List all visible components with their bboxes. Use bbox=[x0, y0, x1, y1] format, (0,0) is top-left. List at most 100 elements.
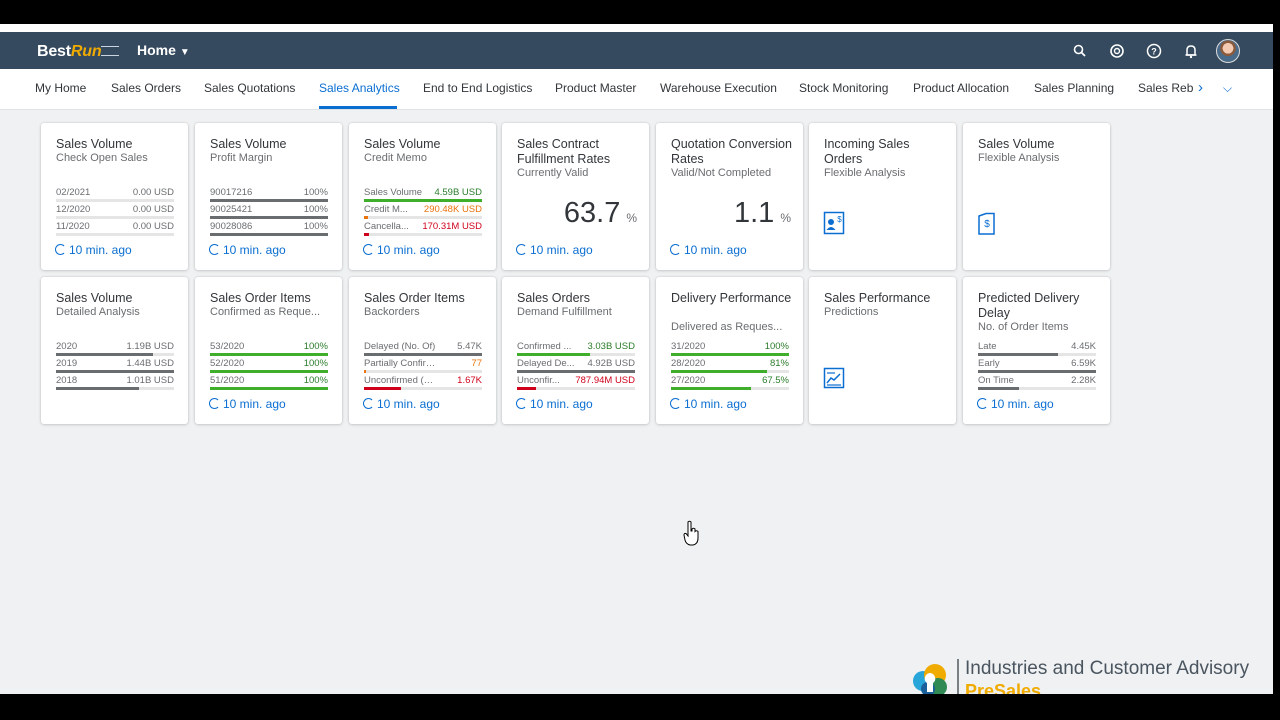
comparison-row: Late 4.45K bbox=[978, 341, 1096, 358]
row-bar-fill bbox=[364, 199, 482, 202]
brand-divider bbox=[957, 659, 959, 694]
tile-sales-orders-demand-fulfillment[interactable]: Sales Orders Demand Fulfillment Confirmed … bbox=[502, 277, 649, 424]
row-label: Unconfirmed (No... bbox=[364, 375, 436, 386]
row-value: 787.94M USD bbox=[575, 375, 635, 386]
refresh-icon bbox=[363, 244, 374, 255]
tile-sales-order-items-backorders[interactable]: Sales Order Items Backorders Delayed (No. … bbox=[349, 277, 496, 424]
bell-icon[interactable] bbox=[1181, 41, 1201, 61]
row-label: Partially Confirme... bbox=[364, 358, 436, 369]
row-label: 53/2020 bbox=[210, 341, 245, 352]
search-icon[interactable] bbox=[1070, 41, 1090, 61]
refresh-icon bbox=[363, 398, 374, 409]
comparison-row: Credit M... 290.48K USD bbox=[364, 204, 482, 221]
row-value: 1.19B USD bbox=[126, 341, 174, 352]
row-value: 100% bbox=[303, 187, 328, 198]
tab-warehouse-execution[interactable]: Warehouse Execution bbox=[660, 81, 777, 95]
tab-sales-analytics[interactable]: Sales Analytics bbox=[319, 81, 400, 95]
comparison-row: Cancella... 170.31M USD bbox=[364, 221, 482, 238]
row-bar-track bbox=[517, 387, 635, 390]
row-value: 290.48K USD bbox=[423, 204, 482, 215]
tile-sales-volume-check-open-sales[interactable]: Sales Volume Check Open Sales 02/2021 0.00 … bbox=[41, 123, 188, 270]
comparison-row: 90028086 100% bbox=[210, 221, 328, 238]
tile-sales-volume-detailed-analysis[interactable]: Sales Volume Detailed Analysis 2020 1.19B U… bbox=[41, 277, 188, 424]
active-tab-indicator bbox=[319, 106, 397, 109]
comparison-row: Partially Confirme... 77 bbox=[364, 358, 482, 375]
refresh-icon bbox=[516, 244, 527, 255]
tile-title: Sales Order Items bbox=[210, 291, 311, 305]
tab-product-master[interactable]: Product Master bbox=[555, 81, 637, 95]
logo-text-best: Best bbox=[37, 43, 71, 60]
tile-incoming-sales-orders-flexible-analysis[interactable]: Incoming Sales Orders Flexible Analysis $ bbox=[809, 123, 956, 270]
row-value: 3.03B USD bbox=[587, 341, 635, 352]
tile-subtitle: Demand Fulfillment bbox=[517, 306, 612, 318]
tab-sales-rebates[interactable]: Sales Reb bbox=[1138, 81, 1194, 95]
tab-end-to-end-logistics[interactable]: End to End Logistics bbox=[423, 81, 533, 95]
comparison-row: 2020 1.19B USD bbox=[56, 341, 174, 358]
row-label: 2019 bbox=[56, 358, 78, 369]
row-label: 90028086 bbox=[210, 221, 253, 232]
tile-sales-order-items-confirmed-as-reque[interactable]: Sales Order Items Confirmed as Reque... 53… bbox=[195, 277, 342, 424]
tab-stock-monitoring[interactable]: Stock Monitoring bbox=[799, 81, 889, 95]
tile-subtitle: Check Open Sales bbox=[56, 152, 148, 164]
comparison-row: 90017216 100% bbox=[210, 187, 328, 204]
row-bar-fill bbox=[364, 353, 482, 356]
tab-scroll-right-icon[interactable]: › bbox=[1198, 79, 1203, 96]
tab-sales-quotations[interactable]: Sales Quotations bbox=[204, 81, 296, 95]
row-value: 1.44B USD bbox=[126, 358, 174, 369]
tile-predicted-delivery-delay-no-of-order-items[interactable]: Predicted Delivery Delay No. of Order Ite… bbox=[963, 277, 1110, 424]
tile-subtitle: Flexible Analysis bbox=[978, 152, 1060, 164]
copilot-icon[interactable] bbox=[1107, 41, 1127, 61]
tile-sales-volume-flexible-analysis[interactable]: Sales Volume Flexible Analysis $ bbox=[963, 123, 1110, 270]
row-label: On Time bbox=[978, 375, 1014, 386]
comparison-row: On Time 2.28K bbox=[978, 375, 1096, 392]
home-label: Home bbox=[137, 42, 176, 58]
comparison-row: Early 6.59K bbox=[978, 358, 1096, 375]
row-bar-track bbox=[364, 233, 482, 236]
row-value: 100% bbox=[303, 204, 328, 215]
caret-down-icon: ▼ bbox=[179, 47, 190, 58]
kpi-value: 63.7% bbox=[564, 197, 637, 230]
tab-overflow-chevron-down-icon[interactable]: ⌵ bbox=[1223, 81, 1233, 95]
row-label: 31/2020 bbox=[671, 341, 706, 352]
row-value: 100% bbox=[303, 221, 328, 232]
company-logo[interactable]: BestRun bbox=[37, 43, 102, 61]
tile-refresh-footer: 10 min. ago bbox=[209, 243, 286, 257]
tile-quotation-conversion-rates-valid-not-completed[interactable]: Quotation Conversion Rates Valid/Not Comp… bbox=[656, 123, 803, 270]
row-label: Cancella... bbox=[364, 221, 409, 232]
refresh-icon bbox=[55, 244, 66, 255]
comparison-row: Delayed De... 4.92B USD bbox=[517, 358, 635, 375]
tab-product-allocation[interactable]: Product Allocation bbox=[913, 81, 1010, 95]
row-label: Delayed (No. Of) bbox=[364, 341, 436, 352]
tile-title: Predicted Delivery Delay bbox=[978, 291, 1080, 320]
row-value: 81% bbox=[769, 358, 789, 369]
row-label: Late bbox=[978, 341, 997, 352]
tile-subtitle: Delivered as Reques... bbox=[671, 321, 783, 333]
tile-delivery-performance-delivered-as-reques[interactable]: Delivery Performance Delivered as Reques.… bbox=[656, 277, 803, 424]
comparison-row: 52/2020 100% bbox=[210, 358, 328, 375]
tab-sales-orders[interactable]: Sales Orders bbox=[111, 81, 182, 95]
tile-sales-volume-profit-margin[interactable]: Sales Volume Profit Margin 90017216 100% 900… bbox=[195, 123, 342, 270]
tab-sales-planning[interactable]: Sales Planning bbox=[1034, 81, 1115, 95]
comparison-row: 28/2020 81% bbox=[671, 358, 789, 375]
presales-brand-logo bbox=[910, 659, 950, 694]
tile-title: Sales Volume bbox=[56, 291, 133, 305]
row-label: Delayed De... bbox=[517, 358, 575, 369]
tile-subtitle: No. of Order Items bbox=[978, 321, 1069, 333]
help-icon[interactable]: ? bbox=[1144, 41, 1164, 61]
tile-refresh-footer: 10 min. ago bbox=[363, 397, 440, 411]
row-value: 0.00 USD bbox=[132, 187, 174, 198]
home-menu-button[interactable]: Home ▼ bbox=[137, 42, 190, 58]
tile-sales-performance-predictions[interactable]: Sales Performance Predictions bbox=[809, 277, 956, 424]
row-bar-fill bbox=[210, 370, 328, 373]
row-bar-fill bbox=[210, 353, 328, 356]
row-value: 6.59K bbox=[1071, 358, 1096, 369]
brand-line-1: Industries and Customer Advisory bbox=[965, 658, 1250, 679]
kpi-number: 1.1 bbox=[734, 197, 775, 229]
tile-sales-contract-fulfillment-rates-currently-valid[interactable]: Sales Contract Fulfillment Rates Currentl… bbox=[502, 123, 649, 270]
tab-my-home[interactable]: My Home bbox=[35, 81, 87, 95]
tile-sales-volume-credit-memo[interactable]: Sales Volume Credit Memo Sales Volume 4.59B… bbox=[349, 123, 496, 270]
row-value: 4.59B USD bbox=[434, 187, 482, 198]
row-label: 51/2020 bbox=[210, 375, 245, 386]
comparison-row: 2019 1.44B USD bbox=[56, 358, 174, 375]
user-avatar[interactable] bbox=[1216, 39, 1240, 63]
